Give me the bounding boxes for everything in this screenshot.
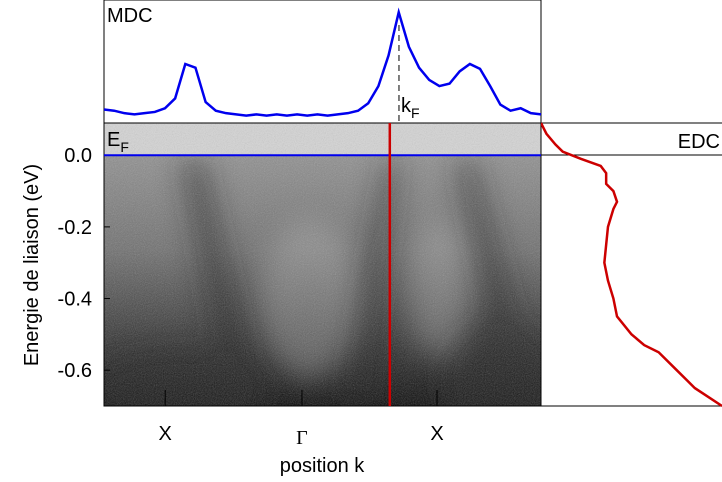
ef-main: E [107, 129, 120, 151]
edc-curve [541, 122, 722, 408]
x-tick-label: X [430, 423, 443, 445]
x-axis-label: position k [280, 455, 365, 477]
kf-label: kF [401, 95, 420, 121]
y-tick-label: -0.6 [58, 360, 92, 382]
ef-sub: F [120, 139, 129, 155]
edc-group [541, 122, 722, 408]
edc-title: EDC [678, 131, 720, 153]
mdc-curve [103, 7, 542, 117]
y-tick-label: 0.0 [64, 145, 92, 167]
y-tick-label: -0.2 [58, 217, 92, 239]
x-tick-label: X [159, 423, 172, 445]
kf-sub: F [411, 105, 420, 121]
edc-frame [540, 122, 722, 407]
x-tick-label: Γ [296, 427, 308, 449]
y-axis-label: Energie de liaison (eV) [21, 164, 43, 366]
mdc-title: MDC [107, 5, 153, 27]
y-tick-label: -0.4 [58, 289, 92, 311]
ef-label: EF [107, 129, 129, 155]
kf-main: k [401, 95, 412, 117]
spectral-image [104, 123, 541, 406]
